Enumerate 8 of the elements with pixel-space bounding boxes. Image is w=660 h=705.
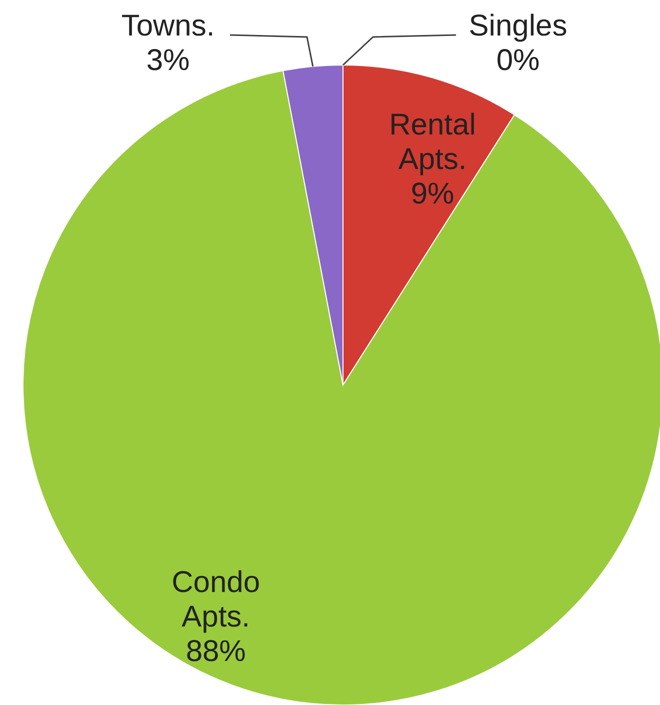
slice-label: Condo Apts. [172,566,260,634]
slice-label: Rental Apts. [389,108,476,176]
data-label: 9% [410,177,454,210]
category-label: Singles [468,10,568,42]
text: 0% [496,44,540,77]
data-label: 88% [186,635,246,668]
slice-label: Towns. [121,10,215,42]
data-label: 3% [146,44,190,77]
